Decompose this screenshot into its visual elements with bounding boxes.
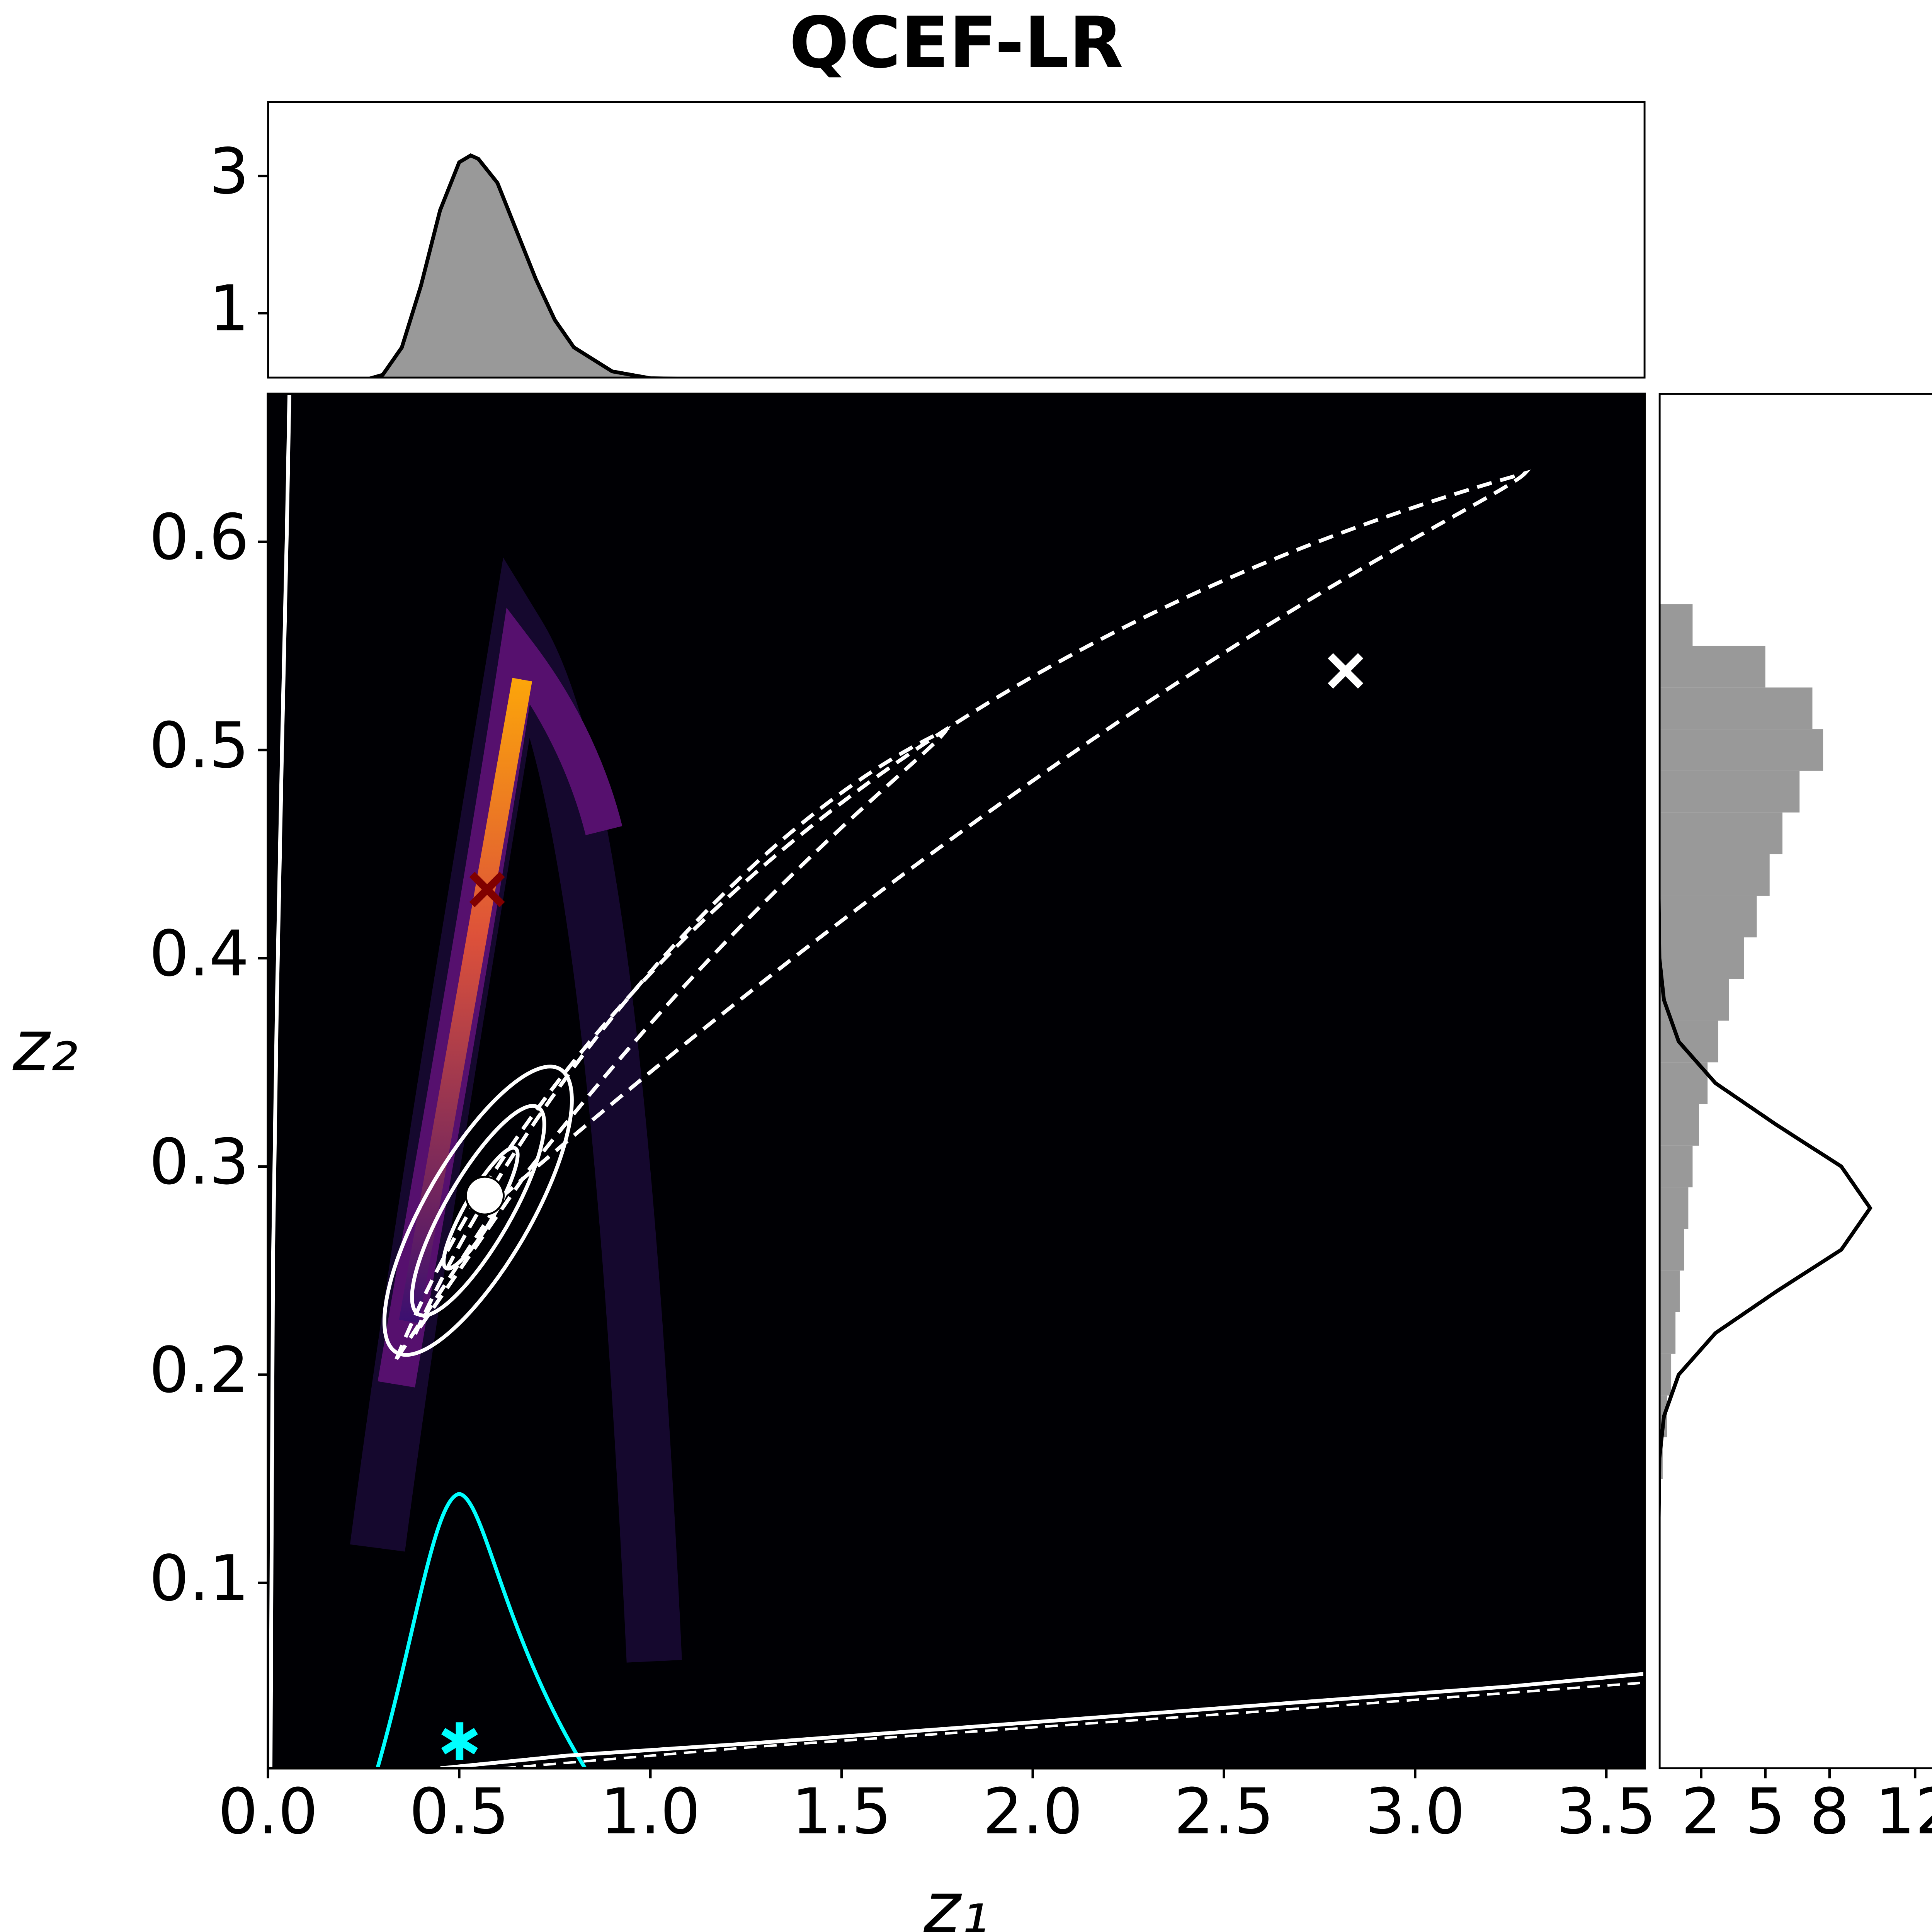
- hist-bar: [1660, 1229, 1684, 1271]
- x-axis-label: z₁: [923, 1867, 989, 1932]
- y-tick-label: 0.6: [149, 501, 249, 574]
- y-axis-label: z₂: [12, 1005, 78, 1087]
- x-tick-label: 1.0: [600, 1775, 701, 1848]
- top-frame: [267, 101, 1646, 379]
- density-overlay: [269, 394, 1645, 1769]
- hist-bar: [1660, 687, 1813, 730]
- y-tick-label: 1: [209, 272, 249, 345]
- chart-title: QCEF-LR: [789, 2, 1124, 84]
- hist-bar: [1660, 604, 1693, 646]
- x-tick-label: 5: [1745, 1775, 1786, 1848]
- hist-bar: [1660, 1104, 1699, 1146]
- y-tick-label: 0.4: [149, 917, 249, 990]
- hist-bar: [1660, 770, 1800, 813]
- plot-frame: [267, 393, 1646, 1770]
- hist-bar: [1660, 979, 1729, 1021]
- hist-bar: [1660, 646, 1765, 688]
- edge-contour: [503, 1681, 1645, 1769]
- hist-bar: [1660, 896, 1757, 937]
- edge-contour: [269, 394, 291, 1769]
- density-curve: [1660, 394, 1872, 1769]
- y-tick-label: 0.1: [149, 1542, 249, 1615]
- hist-bar: [1660, 1145, 1693, 1187]
- edge-contour: [440, 1672, 1645, 1769]
- plot-layer: [1660, 394, 1872, 1769]
- x-tick-label: 2.0: [983, 1775, 1083, 1848]
- x-tick-label: 12: [1875, 1775, 1932, 1848]
- x-tick-label: 8: [1810, 1775, 1850, 1848]
- heatmap-core: [399, 678, 532, 1323]
- x-tick-label: 1.5: [792, 1775, 892, 1848]
- x-tick-label: 2: [1681, 1775, 1721, 1848]
- hist-bar: [1660, 1020, 1718, 1063]
- y-tick-label: 0.3: [149, 1126, 249, 1199]
- line: [366, 153, 735, 378]
- plot-layer: [441, 653, 1364, 1760]
- hist-bar: [1660, 1270, 1680, 1312]
- x-tick-label: 2.5: [1174, 1775, 1274, 1848]
- x-tick-label: 3.0: [1365, 1775, 1465, 1848]
- y-tick-label: 3: [209, 135, 249, 208]
- y-tick-label: 0.5: [149, 709, 249, 782]
- y-tick-label: 0.2: [149, 1334, 249, 1407]
- contour: [410, 1104, 546, 1318]
- contour-dashed: [413, 725, 951, 1335]
- hist-bar: [1660, 854, 1770, 896]
- marker-asterisk: [441, 1722, 478, 1760]
- marker-x: [469, 872, 505, 908]
- x-tick-label: 0.5: [409, 1775, 509, 1848]
- side-frame: [1658, 393, 1932, 1769]
- hist-bar: [1660, 812, 1782, 854]
- x-tick-label: 3.5: [1556, 1775, 1656, 1848]
- hist-bar: [1660, 937, 1744, 979]
- hist-bar: [1660, 1312, 1676, 1354]
- marker-x: [1328, 653, 1364, 689]
- contour-dashed: [395, 469, 1531, 1361]
- hist-bar: [1660, 1062, 1708, 1104]
- plot-layer: [366, 153, 735, 378]
- marker-circle: [465, 1175, 505, 1216]
- plot-background: [268, 394, 1645, 1769]
- cyan-curve: [376, 1492, 587, 1769]
- area: [373, 155, 647, 378]
- x-tick-label: 0.0: [218, 1775, 318, 1848]
- hist-bar: [1660, 1187, 1689, 1229]
- contour: [382, 1065, 574, 1357]
- hist-bar: [1660, 1354, 1672, 1396]
- hist-bar: [1660, 729, 1823, 771]
